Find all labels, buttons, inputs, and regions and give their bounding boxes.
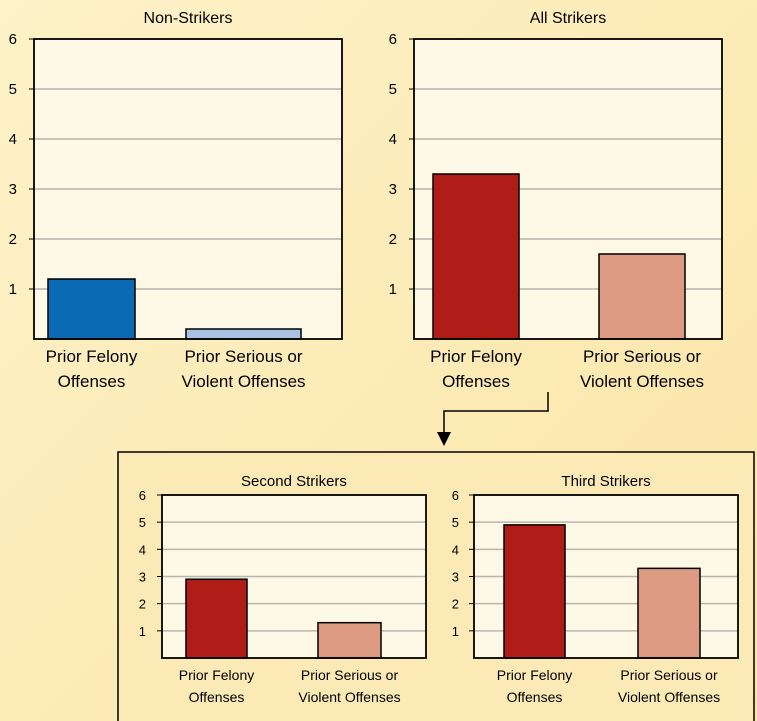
y-tick-label: 5 — [389, 81, 397, 98]
category-label: Prior Felony Offenses — [497, 667, 572, 705]
plot-border — [413, 38, 723, 340]
bar-prior-serious-or-violent-offenses — [637, 567, 701, 659]
connector-line — [443, 392, 549, 433]
y-tick-label: 4 — [452, 542, 459, 557]
y-tick-label: 6 — [389, 31, 397, 48]
y-tick-label: 5 — [9, 81, 17, 98]
category-label-line: Prior Serious or — [301, 667, 399, 683]
category-label-line: Offenses — [189, 689, 245, 705]
y-tick-label: 5 — [139, 515, 146, 530]
y-tick-label: 6 — [9, 31, 17, 48]
y-tick-label: 3 — [452, 570, 459, 585]
y-tick-label: 2 — [9, 231, 17, 248]
category-label-line: Prior Serious or — [184, 347, 302, 366]
category-label-line: Violent Offenses — [580, 372, 704, 391]
category-label-line: Prior Felony — [46, 347, 138, 366]
category-label-line: Violent Offenses — [181, 372, 305, 391]
third-strikers-chart: 1 2 3 4 5 6 Third Strikers Prior Felony Offenses… — [452, 473, 739, 705]
category-label-line: Prior Felony — [430, 347, 522, 366]
bar-prior-serious-or-violent-offenses — [598, 253, 686, 340]
bar-prior-felony-offenses — [432, 173, 520, 340]
plot-border — [33, 38, 343, 340]
y-tick-label: 2 — [452, 597, 459, 612]
y-tick-label: 1 — [389, 281, 397, 298]
y-tick-label: 3 — [9, 181, 17, 198]
y-tick-label: 2 — [139, 597, 146, 612]
second-strikers-chart: 1 2 3 4 5 6 Second Strikers Prior Felony Offense… — [139, 473, 427, 705]
y-tick-label: 5 — [452, 515, 459, 530]
y-tick-label: 1 — [139, 624, 146, 639]
category-label-line: Offenses — [507, 689, 563, 705]
category-label: Prior Felony Offenses — [430, 347, 522, 391]
plot-border — [473, 494, 739, 659]
y-tick-label: 3 — [389, 181, 397, 198]
category-label-line: Prior Felony — [179, 667, 254, 683]
category-label-line: Prior Serious or — [583, 347, 701, 366]
category-label: Prior Felony Offenses — [46, 347, 138, 391]
category-label-line: Violent Offenses — [298, 689, 400, 705]
y-tick-label: 6 — [452, 488, 459, 503]
category-label: Prior Serious or Violent Offenses — [298, 667, 400, 705]
plot-border — [161, 494, 427, 659]
category-label-line: Violent Offenses — [618, 689, 720, 705]
chart-title: All Strikers — [530, 10, 606, 27]
category-label-line: Offenses — [58, 372, 126, 391]
y-tick-label: 1 — [9, 281, 17, 298]
bar-prior-felony-offenses — [185, 578, 248, 659]
bar-prior-felony-offenses — [47, 278, 136, 340]
bar-prior-serious-or-violent-offenses — [185, 328, 302, 340]
category-label: Prior Felony Offenses — [179, 667, 254, 705]
chart-title: Second Strikers — [241, 473, 347, 490]
y-tick-label: 3 — [139, 570, 146, 585]
y-tick-label: 4 — [9, 131, 17, 148]
chart-title: Third Strikers — [561, 473, 650, 490]
y-tick-label: 6 — [139, 488, 146, 503]
connector-arrowhead — [437, 432, 451, 446]
bar-prior-felony-offenses — [503, 524, 566, 659]
category-label: Prior Serious or Violent Offenses — [181, 347, 305, 391]
y-tick-label: 4 — [139, 542, 146, 557]
y-tick-label: 1 — [452, 624, 459, 639]
category-label: Prior Serious or Violent Offenses — [580, 347, 704, 391]
y-tick-label: 2 — [389, 231, 397, 248]
y-tick-label: 4 — [389, 131, 397, 148]
category-label: Prior Serious or Violent Offenses — [618, 667, 720, 705]
chart-title: Non-Strikers — [144, 10, 233, 27]
category-label-line: Prior Felony — [497, 667, 572, 683]
category-label-line: Offenses — [442, 372, 510, 391]
category-label-line: Prior Serious or — [620, 667, 718, 683]
bar-prior-serious-or-violent-offenses — [317, 621, 382, 659]
